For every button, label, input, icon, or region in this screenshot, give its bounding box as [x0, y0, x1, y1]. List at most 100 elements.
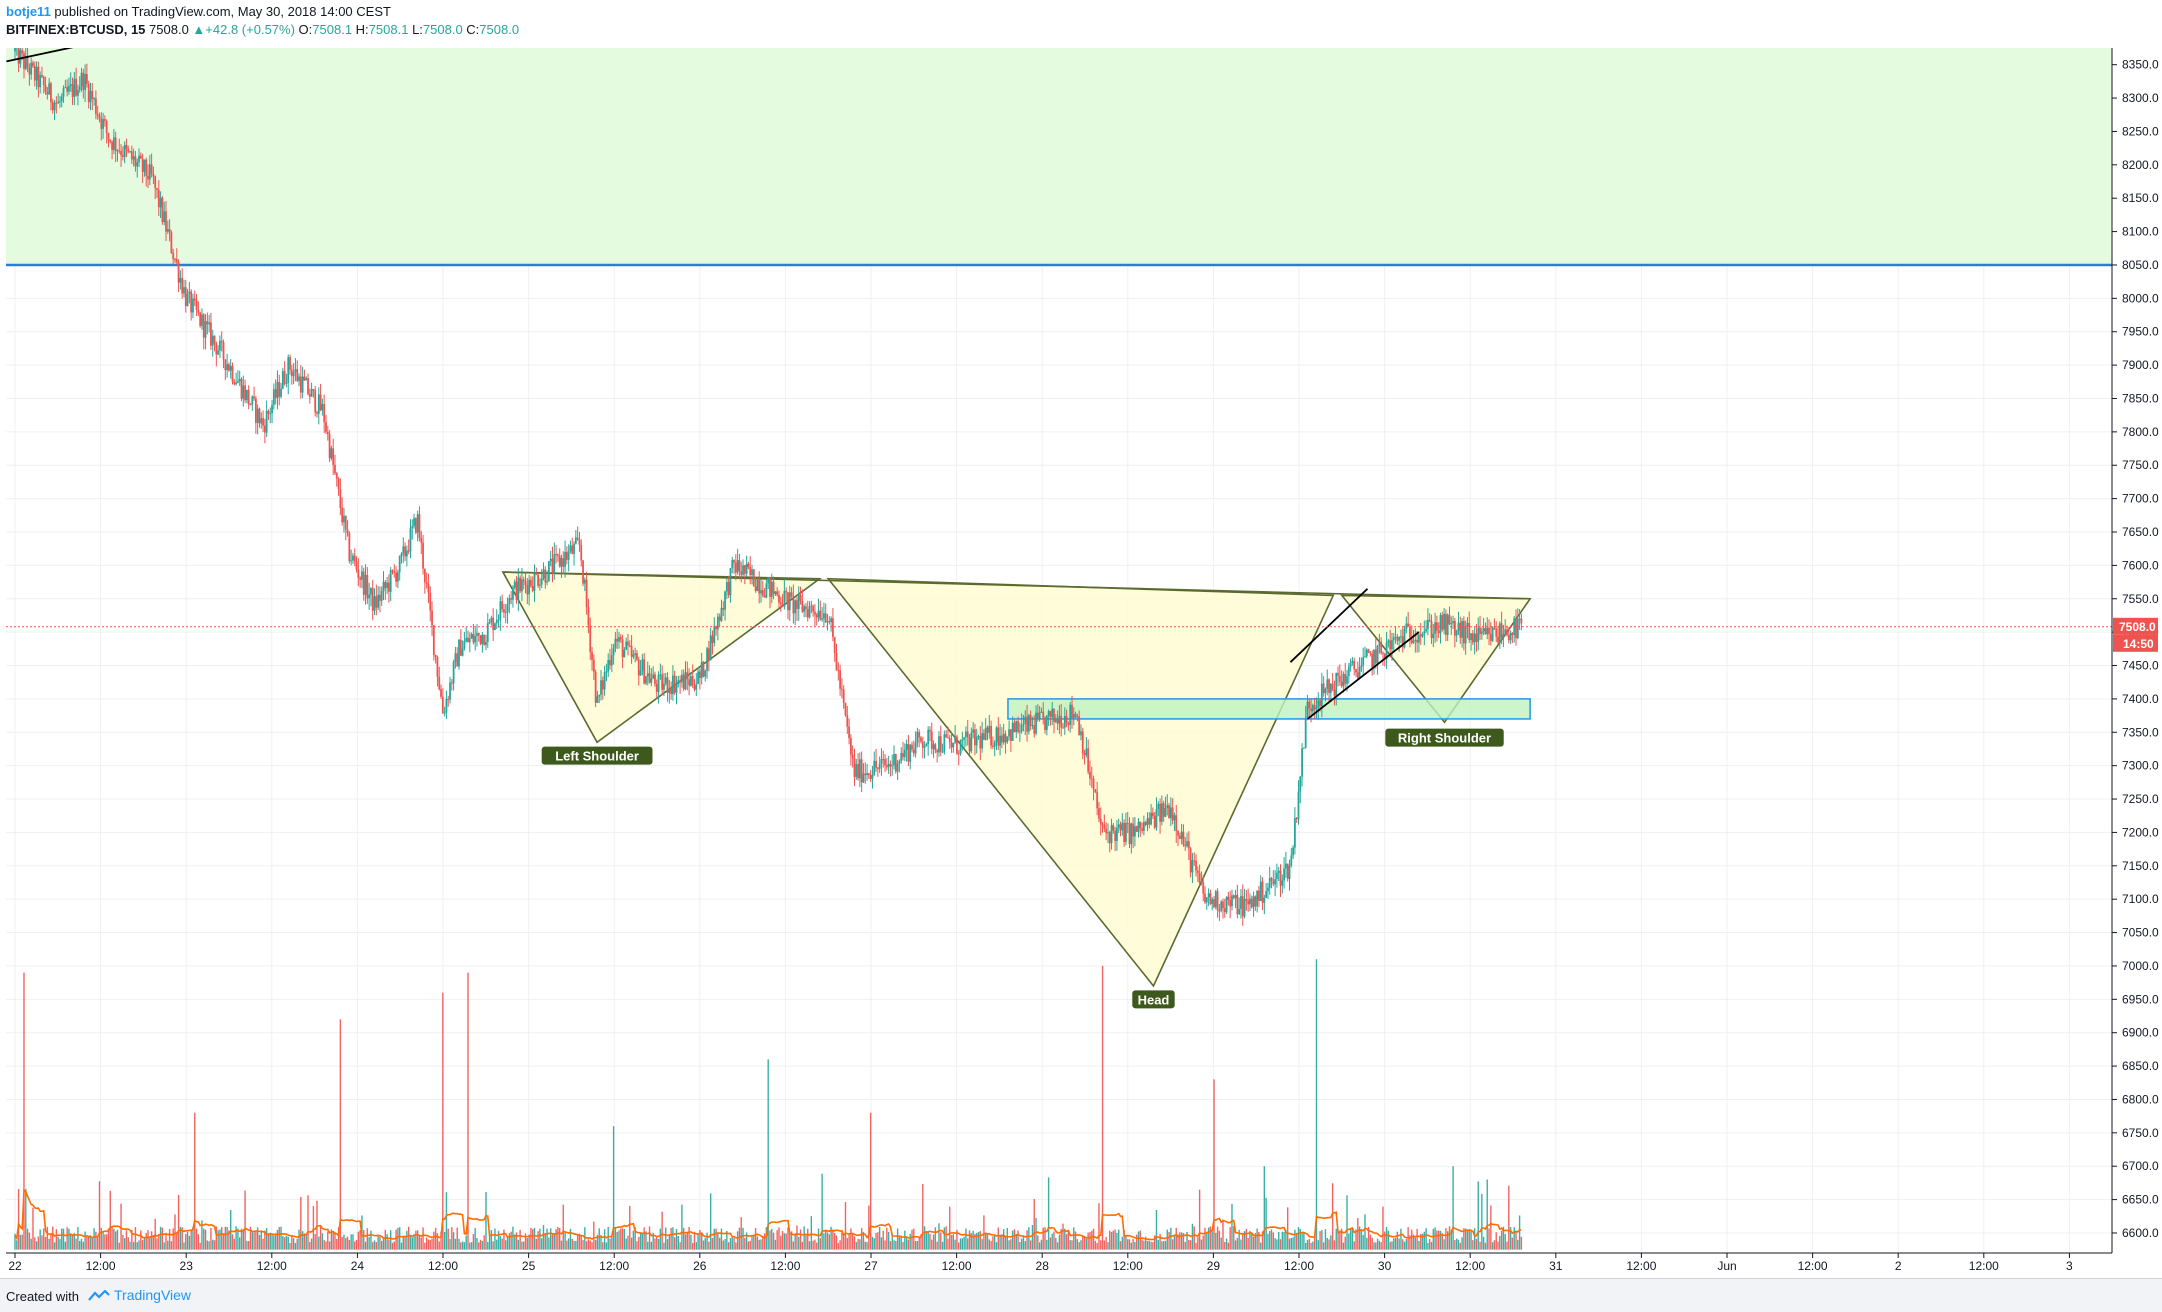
candle-body: [911, 744, 913, 750]
candle-body: [848, 726, 850, 739]
candle-body: [100, 118, 103, 129]
candle-body: [1497, 636, 1499, 643]
candle-body: [423, 568, 426, 583]
candle-body: [1108, 832, 1111, 844]
candle-body: [1380, 641, 1383, 653]
candle-body: [215, 343, 218, 355]
candle-body: [254, 398, 257, 423]
candle-body: [37, 66, 40, 88]
candle-body: [26, 55, 29, 68]
candle-body: [1144, 821, 1147, 825]
candle-body: [481, 634, 484, 644]
candle-body: [1006, 736, 1009, 743]
candle-body: [1044, 717, 1046, 731]
candle-body: [1398, 636, 1401, 641]
candle-body: [1281, 880, 1284, 886]
candle-body: [1015, 720, 1018, 733]
price-chart[interactable]: Left Shoulder Head Right Shoulder 6600.0 665…: [0, 0, 2162, 1278]
candle-body: [902, 752, 904, 758]
candle-body: [1000, 735, 1003, 743]
price-tick-label: 7550.0: [2122, 592, 2159, 606]
candle-body: [580, 544, 583, 561]
candle-body: [839, 670, 841, 689]
time-tick-label: 2: [1895, 1259, 1902, 1273]
candle-body: [57, 101, 60, 104]
candle-body: [1169, 807, 1172, 818]
candle-body: [840, 688, 843, 690]
candle-body: [366, 574, 369, 599]
candle-body: [330, 448, 333, 459]
candle-body: [1211, 899, 1214, 905]
candle-body: [907, 744, 910, 762]
author-link[interactable]: botje11: [6, 4, 51, 19]
candle-body: [33, 66, 36, 81]
candle-body: [842, 689, 845, 703]
candle-body: [506, 604, 509, 612]
candle-body: [594, 671, 597, 703]
time-tick-label: 22: [8, 1259, 22, 1273]
candle-body: [736, 560, 739, 573]
candle-body: [519, 577, 522, 592]
tradingview-brand[interactable]: TradingView: [88, 1287, 191, 1303]
candle-body: [1353, 661, 1356, 670]
candle-body: [154, 176, 157, 189]
candle-body: [1276, 872, 1278, 879]
candle-body: [1083, 753, 1086, 756]
change-value: +42.8 (+0.57%): [205, 22, 295, 37]
candle-body: [751, 569, 753, 575]
candle-body: [413, 518, 415, 526]
candle-body: [112, 137, 115, 150]
candle-body: [785, 590, 788, 593]
candle-body: [326, 431, 329, 434]
candle-body: [1008, 729, 1010, 737]
candle-body: [1405, 623, 1408, 629]
time-tick-label: 26: [693, 1259, 707, 1273]
candle-body: [729, 568, 732, 596]
candle-body: [1027, 715, 1030, 732]
candle-body: [1060, 715, 1063, 728]
candle-body: [1299, 776, 1302, 792]
candle-body: [774, 591, 777, 594]
candle-body: [276, 381, 279, 398]
candle-body: [490, 617, 493, 622]
candle-body: [1042, 711, 1045, 718]
candle-body: [238, 378, 241, 382]
candle-body: [792, 595, 795, 614]
candle-body: [783, 590, 786, 607]
candle-body: [983, 733, 985, 740]
candle-body: [477, 633, 480, 636]
candle-body: [60, 96, 63, 102]
candle-body: [869, 775, 872, 779]
candle-body: [882, 759, 885, 761]
candle-body: [1220, 901, 1223, 911]
candle-body: [427, 583, 430, 593]
candle-body: [497, 619, 500, 621]
candle-body: [175, 259, 178, 263]
candle-body: [407, 550, 410, 552]
candle-body: [147, 175, 149, 180]
candle-body: [675, 683, 678, 693]
candle-body: [82, 72, 85, 91]
candle-body: [659, 674, 662, 676]
candle-body: [210, 322, 212, 346]
candle-body: [1180, 831, 1183, 839]
candle-body: [538, 584, 541, 586]
candle-body: [190, 291, 193, 313]
candle-body: [941, 751, 944, 753]
trend-line: [1289, 588, 1369, 663]
open-value: 7508.1: [312, 22, 353, 37]
candle-body: [1164, 807, 1167, 817]
candle-body: [265, 411, 268, 433]
open-label: O:: [298, 22, 313, 37]
candle-body: [864, 773, 867, 776]
candle-body: [468, 638, 471, 643]
candle-body: [1076, 716, 1079, 718]
candle-body: [1473, 633, 1476, 643]
candle-body: [486, 623, 489, 642]
candle-body: [734, 562, 737, 573]
candle-body: [463, 641, 466, 649]
candle-body: [799, 595, 802, 601]
candle-body: [1205, 897, 1208, 903]
candle-body: [251, 396, 254, 405]
candle-body: [778, 594, 780, 603]
